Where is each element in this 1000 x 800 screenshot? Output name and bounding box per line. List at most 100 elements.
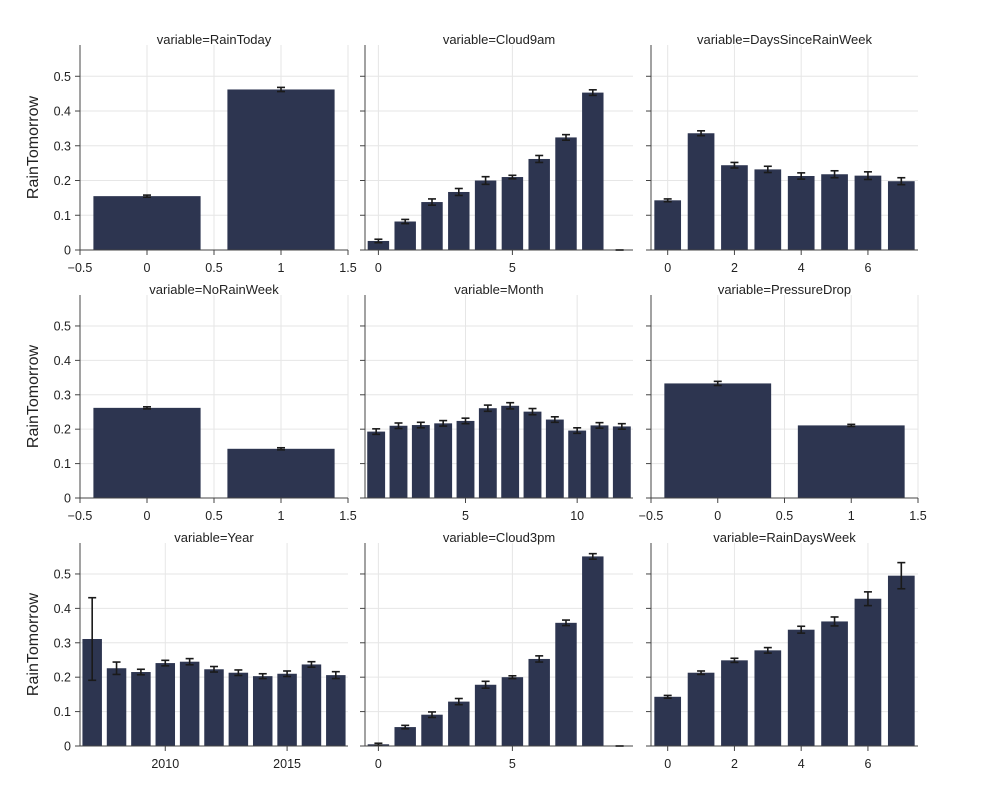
bar <box>93 407 201 498</box>
x-tick-label: 1.5 <box>339 509 356 523</box>
error-bar <box>897 561 906 590</box>
bar <box>555 137 577 250</box>
bar <box>664 383 772 498</box>
error-bar <box>143 194 151 198</box>
error-bar <box>185 657 194 666</box>
error-bar <box>277 86 285 93</box>
bar <box>394 221 416 250</box>
bar <box>854 175 882 250</box>
error-bar <box>307 660 316 669</box>
error-bar <box>374 742 383 747</box>
panel-title: variable=DaysSinceRainWeek <box>697 32 872 47</box>
error-bar <box>763 646 772 654</box>
bar <box>411 425 430 498</box>
x-tick-label: 4 <box>798 757 805 771</box>
error-bar <box>508 174 517 180</box>
bar <box>367 431 386 498</box>
panel-title: variable=RainToday <box>157 32 272 47</box>
error-bar <box>830 616 839 627</box>
error-bar <box>210 665 218 673</box>
bar <box>155 663 176 746</box>
error-bar <box>617 422 626 430</box>
x-tick-label: 10 <box>570 509 584 523</box>
bar <box>301 664 322 746</box>
bar <box>528 658 550 746</box>
x-tick-label: 1 <box>278 509 285 523</box>
bar <box>654 200 682 250</box>
error-bar <box>588 552 597 560</box>
facet-panel-1: 0 5 variable=Cloud9am <box>360 32 633 275</box>
error-bar <box>562 619 570 627</box>
facet-panel-3: 0 0.1 0.2 0.3 0.4 0.5 −0.5 0 0.5 1 1.5 variable=NoR… <box>54 282 357 523</box>
y-tick-label: 0.4 <box>54 602 71 616</box>
bar <box>721 660 748 746</box>
error-bar <box>454 697 463 706</box>
panel-title: variable=RainDaysWeek <box>713 530 856 545</box>
bar <box>93 196 201 250</box>
x-tick-label: 4 <box>798 261 805 275</box>
error-bar <box>562 133 570 142</box>
x-tick-label: 2 <box>731 757 738 771</box>
y-tick-label: 0.2 <box>54 423 71 437</box>
x-tick-label: 0.5 <box>205 509 222 523</box>
panel-title: variable=Cloud3pm <box>443 530 555 545</box>
facet-panel-8: 0 2 4 6 variable=RainDaysWeek <box>646 530 918 771</box>
error-bar <box>535 655 544 663</box>
error-bar <box>697 130 706 137</box>
error-bar <box>797 172 806 180</box>
error-bar <box>161 659 170 667</box>
error-bar <box>394 422 403 430</box>
x-tick-label: 2 <box>731 261 738 275</box>
x-tick-label: 5 <box>509 757 516 771</box>
y-axis-title: RainTomorrow <box>25 592 42 696</box>
x-tick-label: 0 <box>375 261 382 275</box>
bar <box>754 650 782 746</box>
panel-title: variable=NoRainWeek <box>149 282 279 297</box>
x-tick-label: 0 <box>714 509 721 523</box>
bar <box>721 165 748 250</box>
bar <box>523 411 542 498</box>
error-bar <box>331 670 340 680</box>
panel-title: variable=PressureDrop <box>718 282 851 297</box>
error-bar <box>88 596 97 682</box>
bar <box>204 669 224 746</box>
error-bar <box>143 406 151 410</box>
bar <box>394 727 416 746</box>
bar <box>887 575 915 746</box>
error-bar <box>454 187 463 197</box>
bar <box>582 92 604 251</box>
y-tick-label: 0.1 <box>54 705 71 719</box>
error-bar <box>713 380 722 387</box>
x-tick-label: 1 <box>278 261 285 275</box>
y-tick-label: 0.5 <box>54 319 71 333</box>
y-tick-label: 0.3 <box>54 139 71 153</box>
bar <box>179 661 200 746</box>
bar <box>106 668 127 746</box>
error-bar <box>830 169 839 179</box>
bar <box>421 714 443 746</box>
error-bar <box>506 401 515 410</box>
error-bar <box>528 407 537 416</box>
y-axis-title: RainTomorrow <box>25 344 42 448</box>
bar <box>887 181 915 250</box>
bar <box>82 638 102 746</box>
error-bar <box>730 657 739 664</box>
bar <box>687 133 715 250</box>
x-tick-label: 0 <box>664 757 671 771</box>
error-bar <box>234 669 243 677</box>
bar <box>474 684 497 746</box>
error-bar <box>847 423 856 428</box>
bar <box>501 677 524 746</box>
y-tick-label: 0 <box>64 492 71 506</box>
bar <box>501 405 520 498</box>
bar <box>787 629 815 746</box>
error-bar <box>481 175 490 186</box>
facet-panel-5: −0.5 0 0.5 1 1.5 variable=PressureDrop <box>639 282 927 523</box>
x-tick-label: 1.5 <box>339 261 356 275</box>
bar <box>545 419 564 498</box>
error-bar <box>481 680 490 689</box>
error-bar <box>401 218 410 225</box>
x-tick-label: 0 <box>375 757 382 771</box>
x-tick-label: 2015 <box>273 757 301 771</box>
bar <box>252 676 273 746</box>
